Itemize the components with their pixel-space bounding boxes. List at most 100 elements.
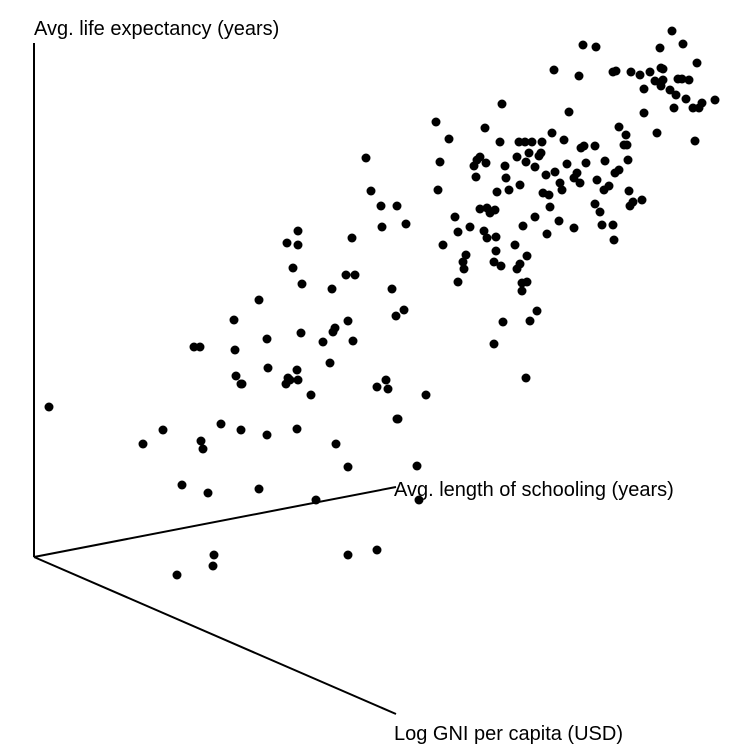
data-point bbox=[490, 205, 500, 215]
data-point bbox=[635, 70, 645, 80]
x-axis-line bbox=[33, 556, 397, 715]
data-point bbox=[498, 317, 508, 327]
data-point bbox=[521, 373, 531, 383]
data-point bbox=[444, 134, 454, 144]
data-point bbox=[391, 311, 401, 321]
data-point bbox=[458, 257, 468, 267]
data-point bbox=[677, 74, 687, 84]
data-point bbox=[292, 424, 302, 434]
data-point bbox=[383, 384, 393, 394]
data-point bbox=[574, 71, 584, 81]
data-point bbox=[450, 212, 460, 222]
data-point bbox=[608, 220, 618, 230]
data-point bbox=[557, 185, 567, 195]
data-point bbox=[525, 316, 535, 326]
data-point bbox=[331, 439, 341, 449]
data-point bbox=[414, 495, 424, 505]
data-points bbox=[44, 26, 720, 580]
data-point bbox=[177, 480, 187, 490]
data-point bbox=[554, 216, 564, 226]
data-point bbox=[492, 187, 502, 197]
data-point bbox=[521, 157, 531, 167]
data-point bbox=[376, 201, 386, 211]
data-point bbox=[604, 181, 614, 191]
data-point bbox=[527, 137, 537, 147]
data-point bbox=[504, 185, 514, 195]
data-point bbox=[637, 195, 647, 205]
data-point bbox=[626, 67, 636, 77]
data-point bbox=[229, 315, 239, 325]
data-point bbox=[639, 84, 649, 94]
data-point bbox=[231, 371, 241, 381]
data-point bbox=[435, 157, 445, 167]
data-point bbox=[236, 425, 246, 435]
data-point bbox=[431, 117, 441, 127]
data-point bbox=[461, 250, 471, 260]
data-point bbox=[592, 175, 602, 185]
data-point bbox=[545, 202, 555, 212]
data-point bbox=[512, 152, 522, 162]
data-point bbox=[667, 26, 677, 36]
data-point bbox=[343, 316, 353, 326]
y-axis-label: Avg. length of schooling (years) bbox=[394, 479, 674, 501]
data-point bbox=[361, 153, 371, 163]
data-point bbox=[421, 390, 431, 400]
data-point bbox=[581, 158, 591, 168]
x-axis-label: Log GNI per capita (USD) bbox=[394, 723, 623, 745]
data-point bbox=[595, 207, 605, 217]
data-point bbox=[600, 156, 610, 166]
data-point bbox=[621, 130, 631, 140]
data-point bbox=[515, 180, 525, 190]
data-point bbox=[475, 204, 485, 214]
data-point bbox=[237, 379, 247, 389]
data-point bbox=[438, 240, 448, 250]
data-point bbox=[623, 155, 633, 165]
data-point bbox=[399, 305, 409, 315]
data-point bbox=[481, 158, 491, 168]
data-point bbox=[196, 436, 206, 446]
data-point bbox=[597, 220, 607, 230]
data-point bbox=[254, 484, 264, 494]
data-point bbox=[465, 222, 475, 232]
data-point bbox=[678, 39, 688, 49]
data-point bbox=[208, 561, 218, 571]
data-point bbox=[501, 173, 511, 183]
data-point bbox=[524, 148, 534, 158]
data-point bbox=[343, 550, 353, 560]
data-point bbox=[522, 277, 532, 287]
data-point bbox=[216, 419, 226, 429]
data-point bbox=[480, 123, 490, 133]
z-axis-label: Avg. life expectancy (years) bbox=[34, 18, 279, 40]
data-point bbox=[495, 137, 505, 147]
data-point bbox=[658, 75, 668, 85]
data-point bbox=[293, 240, 303, 250]
data-point bbox=[645, 67, 655, 77]
data-point bbox=[254, 295, 264, 305]
data-point bbox=[532, 306, 542, 316]
data-point bbox=[590, 141, 600, 151]
data-point bbox=[491, 232, 501, 242]
data-point bbox=[544, 190, 554, 200]
data-point bbox=[564, 107, 574, 117]
data-point bbox=[652, 128, 662, 138]
data-point bbox=[510, 240, 520, 250]
data-point bbox=[341, 270, 351, 280]
data-point bbox=[44, 402, 54, 412]
data-point bbox=[710, 95, 720, 105]
data-point bbox=[293, 375, 303, 385]
data-point bbox=[550, 167, 560, 177]
data-point bbox=[203, 488, 213, 498]
data-point bbox=[658, 64, 668, 74]
data-point bbox=[230, 345, 240, 355]
data-point bbox=[555, 178, 565, 188]
data-point bbox=[285, 375, 295, 385]
data-point bbox=[293, 226, 303, 236]
data-point bbox=[296, 328, 306, 338]
data-point bbox=[614, 122, 624, 132]
data-point bbox=[684, 75, 694, 85]
y-axis-line bbox=[33, 486, 397, 558]
data-point bbox=[692, 58, 702, 68]
data-point bbox=[318, 337, 328, 347]
data-point bbox=[517, 286, 527, 296]
data-point bbox=[609, 235, 619, 245]
